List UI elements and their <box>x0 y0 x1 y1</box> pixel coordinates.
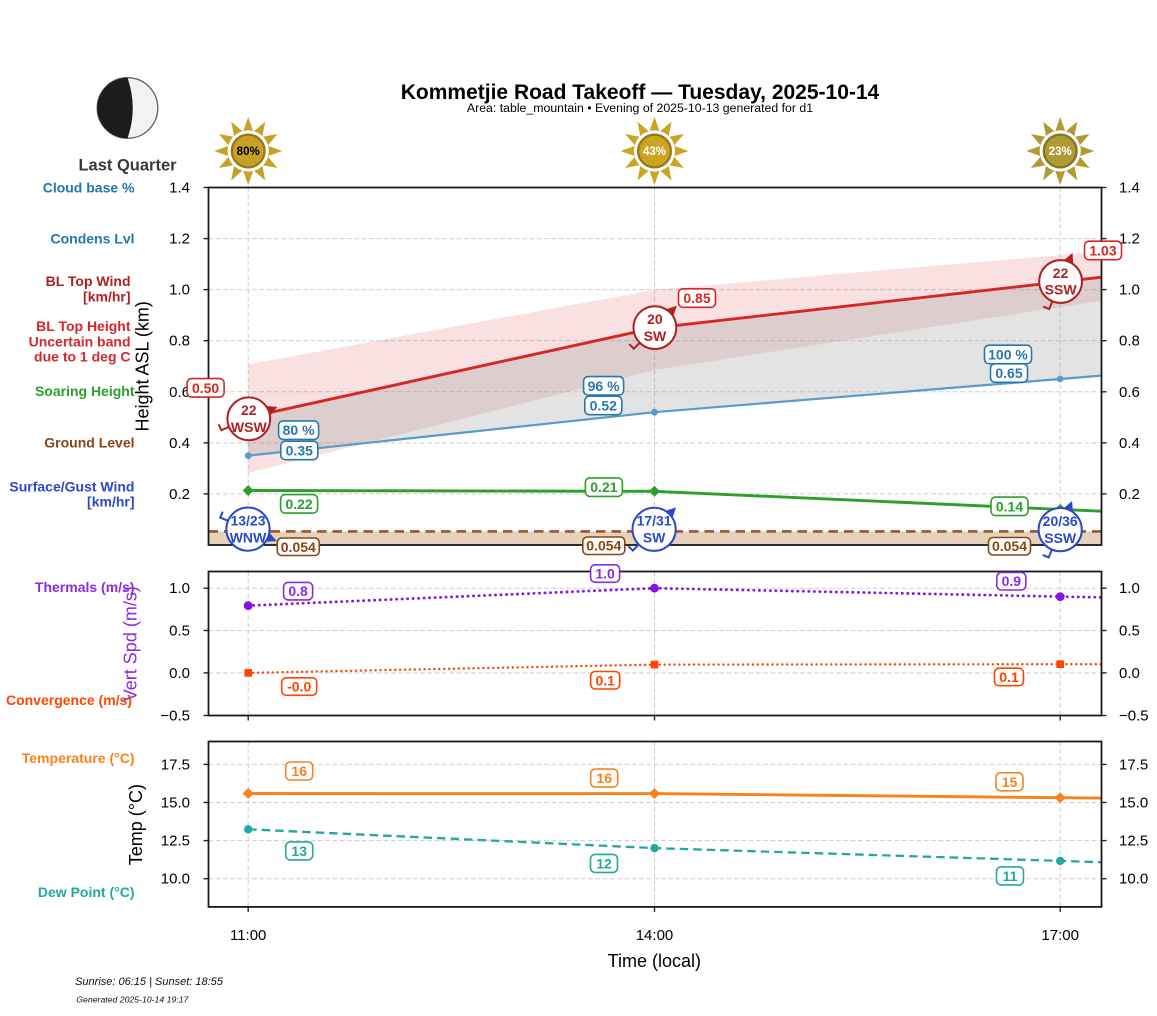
svg-text:11:00: 11:00 <box>230 927 266 944</box>
svg-text:80 %: 80 % <box>283 422 315 438</box>
svg-text:0.85: 0.85 <box>683 290 710 306</box>
svg-text:1.2: 1.2 <box>169 231 190 248</box>
svg-text:17.5: 17.5 <box>161 756 190 773</box>
svg-text:0.1: 0.1 <box>999 669 1019 685</box>
svg-text:96 %: 96 % <box>588 378 620 394</box>
svg-text:Temperature (°C): Temperature (°C) <box>22 750 135 766</box>
svg-text:Cloud base %: Cloud base % <box>43 180 135 196</box>
svg-text:0.50: 0.50 <box>192 380 219 396</box>
svg-text:1.0: 1.0 <box>1119 580 1140 597</box>
svg-text:SW: SW <box>644 328 667 344</box>
svg-text:−0.5: −0.5 <box>1119 708 1149 725</box>
svg-text:Surface/Gust Wind: Surface/Gust Wind <box>9 478 134 494</box>
svg-text:Time (local): Time (local) <box>608 951 701 971</box>
svg-text:12: 12 <box>596 855 612 871</box>
svg-text:17/31: 17/31 <box>637 513 672 529</box>
svg-text:Area: table_mountain • Evening: Area: table_mountain • Evening of 2025-1… <box>467 101 813 115</box>
svg-text:100 %: 100 % <box>988 347 1028 363</box>
svg-text:15: 15 <box>1002 774 1018 790</box>
svg-text:0.22: 0.22 <box>285 496 312 512</box>
svg-text:22: 22 <box>241 402 257 418</box>
svg-text:12.5: 12.5 <box>1119 833 1148 850</box>
svg-text:[km/hr]: [km/hr] <box>87 494 134 510</box>
svg-text:20: 20 <box>647 311 663 327</box>
svg-text:16: 16 <box>596 770 612 786</box>
svg-text:17:00: 17:00 <box>1041 927 1079 944</box>
svg-text:80%: 80% <box>237 146 260 158</box>
svg-text:15.0: 15.0 <box>161 795 190 812</box>
svg-text:due to 1 deg C: due to 1 deg C <box>34 349 130 365</box>
svg-text:1.0: 1.0 <box>595 566 615 582</box>
svg-text:1.2: 1.2 <box>1119 231 1140 248</box>
svg-text:Condens Lvl: Condens Lvl <box>50 231 134 247</box>
svg-text:WNW: WNW <box>230 529 267 545</box>
svg-text:0.0: 0.0 <box>1119 665 1140 682</box>
svg-text:17.5: 17.5 <box>1119 756 1148 773</box>
svg-text:Dew Point (°C): Dew Point (°C) <box>38 884 135 900</box>
svg-text:0.6: 0.6 <box>1119 384 1140 401</box>
svg-text:0.4: 0.4 <box>169 435 190 452</box>
svg-text:1.0: 1.0 <box>1119 282 1140 299</box>
svg-text:13/23: 13/23 <box>230 512 265 528</box>
svg-text:Height ASL (km): Height ASL (km) <box>132 301 152 431</box>
svg-text:0.1: 0.1 <box>595 672 615 688</box>
svg-text:10.0: 10.0 <box>1119 871 1148 888</box>
svg-text:Generated 2025-10-14 19:17: Generated 2025-10-14 19:17 <box>76 995 189 1005</box>
svg-text:13: 13 <box>291 843 307 859</box>
svg-text:0.2: 0.2 <box>169 486 190 503</box>
svg-text:43%: 43% <box>643 146 666 158</box>
svg-text:0.2: 0.2 <box>1119 486 1140 503</box>
svg-text:1.4: 1.4 <box>1119 179 1140 196</box>
svg-text:Sunrise: 06:15 | Sunset: 18:55: Sunrise: 06:15 | Sunset: 18:55 <box>75 976 224 988</box>
svg-text:Soaring Height: Soaring Height <box>35 383 135 399</box>
svg-text:12.5: 12.5 <box>161 833 190 850</box>
svg-text:WSW: WSW <box>231 419 268 435</box>
svg-text:0.8: 0.8 <box>1119 333 1140 350</box>
svg-text:SSW: SSW <box>1045 282 1078 298</box>
svg-text:16: 16 <box>291 763 307 779</box>
svg-text:0.21: 0.21 <box>590 479 617 495</box>
svg-text:Last Quarter: Last Quarter <box>78 157 177 175</box>
svg-text:Thermals (m/s): Thermals (m/s) <box>35 579 135 595</box>
svg-text:0.5: 0.5 <box>1119 623 1140 640</box>
svg-text:Convergence (m/s): Convergence (m/s) <box>6 692 132 708</box>
svg-text:0.054: 0.054 <box>992 538 1027 554</box>
svg-text:0.0: 0.0 <box>169 665 190 682</box>
svg-text:0.6: 0.6 <box>169 384 190 401</box>
svg-text:Ground Level: Ground Level <box>44 434 134 450</box>
svg-text:0.4: 0.4 <box>1119 435 1140 452</box>
svg-text:10.0: 10.0 <box>161 871 190 888</box>
svg-text:0.65: 0.65 <box>995 365 1022 381</box>
svg-text:20/36: 20/36 <box>1043 513 1078 529</box>
svg-text:Temp (°C): Temp (°C) <box>126 784 146 865</box>
svg-text:−0.5: −0.5 <box>160 708 190 725</box>
svg-text:1.0: 1.0 <box>169 282 190 299</box>
svg-text:Vert Spd (m/s): Vert Spd (m/s) <box>121 586 141 701</box>
svg-text:0.8: 0.8 <box>169 333 190 350</box>
svg-text:Kommetjie Road Takeoff — Tuesd: Kommetjie Road Takeoff — Tuesday, 2025-1… <box>401 81 880 104</box>
svg-text:SW: SW <box>643 530 666 546</box>
svg-text:11: 11 <box>1003 868 1018 884</box>
svg-text:0.9: 0.9 <box>1002 573 1022 589</box>
svg-text:1.4: 1.4 <box>169 179 190 196</box>
svg-text:-0.0: -0.0 <box>287 679 311 695</box>
svg-text:0.054: 0.054 <box>281 539 316 555</box>
svg-text:1.03: 1.03 <box>1089 242 1116 258</box>
svg-text:0.35: 0.35 <box>286 443 313 459</box>
svg-text:22: 22 <box>1053 265 1069 281</box>
svg-text:0.52: 0.52 <box>590 398 617 414</box>
svg-text:BL Top Height: BL Top Height <box>36 318 131 334</box>
svg-text:[km/hr]: [km/hr] <box>83 288 130 304</box>
svg-text:0.5: 0.5 <box>169 623 190 640</box>
svg-text:0.054: 0.054 <box>586 538 621 554</box>
svg-text:0.14: 0.14 <box>996 498 1023 514</box>
svg-text:0.8: 0.8 <box>288 583 308 599</box>
svg-text:14:00: 14:00 <box>636 927 674 944</box>
svg-text:23%: 23% <box>1049 146 1072 158</box>
svg-text:15.0: 15.0 <box>1119 795 1148 812</box>
svg-text:1.0: 1.0 <box>169 580 190 597</box>
svg-text:BL Top Wind: BL Top Wind <box>46 273 131 289</box>
svg-text:Uncertain band: Uncertain band <box>29 333 131 349</box>
svg-text:SSW: SSW <box>1044 530 1077 546</box>
